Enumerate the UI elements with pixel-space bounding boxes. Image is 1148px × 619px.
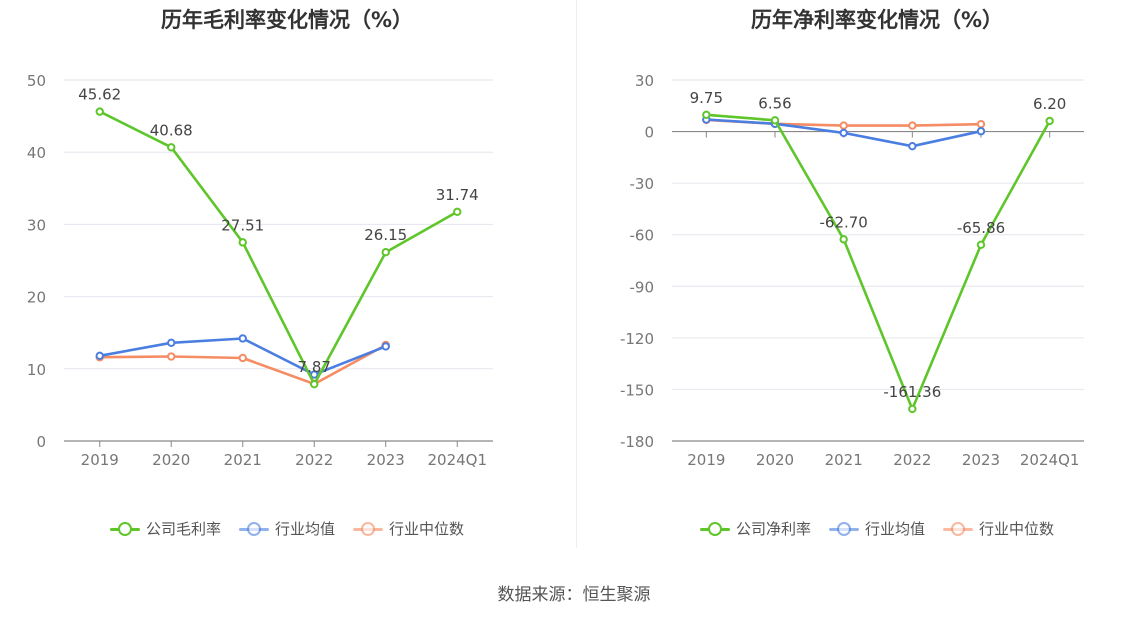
- data-point: [976, 119, 986, 129]
- gross-margin-chart-panel: 历年毛利率变化情况（%） 0 10 20 30 40 50 2019 2020 2021 2022…: [0, 0, 574, 560]
- x-tick-label: 2019: [81, 451, 119, 469]
- x-tick-label: 2019: [687, 451, 725, 469]
- data-label: 31.74: [436, 186, 479, 204]
- data-point: [167, 143, 176, 152]
- x-tick-label: 2023: [962, 451, 1000, 469]
- data-point: [839, 128, 848, 138]
- data-point: [839, 235, 848, 244]
- net-margin-chart-panel: 历年净利率变化情况（%） -180 -150 -120 -90 -60 -30 0 30 201…: [590, 0, 1148, 560]
- series-line: [99, 110, 458, 386]
- data-point: [908, 121, 917, 130]
- data-point: [167, 352, 176, 361]
- legend-item[interactable]: 行业中位数: [943, 518, 1054, 539]
- data-point: [167, 338, 176, 348]
- data-point: [908, 141, 917, 151]
- y-tick-label: 50: [27, 72, 46, 90]
- x-tick-label: 2022: [295, 451, 333, 469]
- legend-marker-icon: [238, 521, 269, 536]
- y-tick-label: -180: [620, 433, 654, 451]
- y-tick-label: 10: [27, 361, 46, 379]
- data-label: -65.86: [957, 219, 1005, 237]
- data-label: 7.87: [298, 358, 331, 376]
- data-point: [238, 334, 247, 343]
- data-point: [976, 127, 986, 136]
- legend-item[interactable]: 行业中位数: [353, 518, 464, 539]
- y-tick-label: -60: [630, 227, 655, 245]
- data-point: [238, 353, 247, 363]
- legend-item[interactable]: 行业均值: [828, 518, 925, 539]
- legend-label: 公司毛利率: [145, 520, 221, 538]
- y-tick-label: 40: [27, 144, 46, 162]
- data-label: 6.56: [758, 94, 791, 112]
- data-label: 9.75: [690, 89, 723, 107]
- legend-label: 行业均值: [864, 520, 925, 538]
- gross-margin-legend[interactable]: 公司毛利率 行业均值 行业中位数: [0, 518, 574, 539]
- x-tick-label: 2022: [893, 451, 931, 469]
- data-point: [381, 247, 390, 257]
- legend-label: 公司净利率: [735, 520, 811, 538]
- series-line: [706, 113, 1051, 411]
- data-label: 27.51: [221, 216, 264, 234]
- data-point: [310, 370, 319, 379]
- data-point: [1045, 116, 1054, 126]
- net-margin-legend[interactable]: 公司净利率 行业均值 行业中位数: [590, 518, 1148, 539]
- data-point: [381, 342, 390, 351]
- y-tick-label: -120: [620, 330, 654, 348]
- legend-label: 行业中位数: [389, 520, 465, 538]
- x-tick-label: 2023: [367, 451, 405, 469]
- legend-item[interactable]: 公司净利率: [699, 518, 811, 539]
- data-point: [770, 116, 780, 125]
- x-tick-label: 2021: [825, 451, 863, 469]
- legend-label: 行业均值: [274, 520, 335, 538]
- x-tick-label: 2021: [224, 451, 262, 469]
- y-tick-label: 0: [36, 433, 46, 451]
- x-tick-label: 2020: [756, 451, 794, 469]
- legend-label: 行业中位数: [979, 520, 1055, 538]
- data-point: [702, 110, 711, 120]
- gross-margin-chart: 0 10 20 30 40 50 2019 2020 2021 2022 2023 2024Q1 45.…: [27, 72, 493, 469]
- data-point: [976, 240, 986, 249]
- legend-item[interactable]: 行业均值: [238, 518, 335, 539]
- net-margin-chart-title: 历年净利率变化情况（%）: [750, 8, 1004, 32]
- y-tick-label: 30: [635, 72, 654, 90]
- data-label: 6.20: [1033, 95, 1066, 113]
- data-point: [908, 404, 917, 414]
- data-source-note: 数据来源：恒生聚源: [497, 585, 651, 605]
- y-tick-label: -90: [630, 278, 655, 296]
- data-point: [839, 121, 848, 130]
- x-tick-label: 2024Q1: [427, 451, 487, 469]
- data-point: [238, 238, 247, 247]
- data-point: [310, 379, 319, 389]
- x-tick-label: 2024Q1: [1020, 451, 1080, 469]
- legend-item[interactable]: 公司毛利率: [109, 518, 221, 539]
- x-tick-label: 2020: [152, 451, 190, 469]
- y-tick-label: 20: [27, 289, 46, 307]
- legend-marker-icon: [943, 521, 973, 536]
- data-label: 45.62: [78, 86, 121, 104]
- data-label: 26.15: [364, 226, 407, 244]
- y-tick-label: -150: [620, 381, 654, 399]
- gross-margin-chart-title: 历年毛利率变化情况（%）: [160, 8, 414, 32]
- y-tick-label: 30: [27, 216, 46, 234]
- y-tick-label: -30: [630, 175, 655, 193]
- data-point: [95, 107, 104, 116]
- data-label: -62.70: [819, 213, 867, 231]
- panel-divider: [576, 0, 577, 548]
- legend-marker-icon: [109, 521, 140, 536]
- data-label: 40.68: [150, 121, 193, 139]
- y-tick-label: 0: [644, 124, 654, 142]
- net-margin-chart: -180 -150 -120 -90 -60 -30 0 30 2019 2020 2021 2022…: [620, 72, 1084, 469]
- legend-marker-icon: [699, 521, 730, 536]
- data-point: [453, 207, 462, 217]
- legend-marker-icon: [353, 521, 383, 536]
- data-point: [95, 351, 104, 361]
- legend-marker-icon: [828, 521, 859, 536]
- data-label: -161.36: [883, 383, 941, 401]
